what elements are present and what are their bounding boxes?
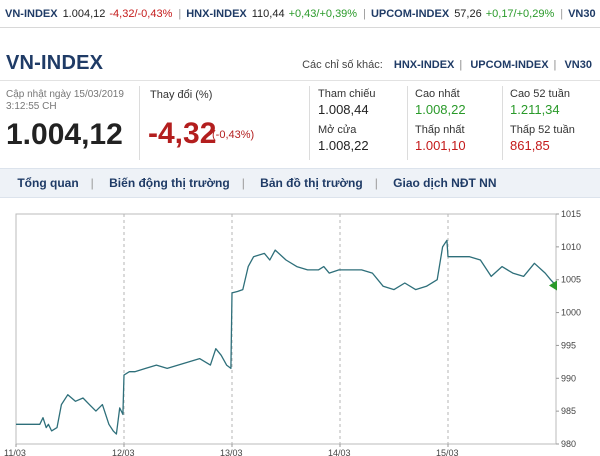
link-hnx-index[interactable]: HNX-INDEX [393,59,455,71]
stat-label: Thấp 52 tuần [510,124,575,136]
separator: | [374,176,378,190]
stat-low: Thấp nhất 1.001,10 [415,124,466,153]
stat-high: Cao nhất 1.008,22 [415,88,466,117]
stat-label: Tham chiếu [318,88,376,100]
link-upcom-index[interactable]: UPCOM-INDEX [470,59,549,71]
index-chart: 980 985 990 995 1000 1005 1010 1015 11/03 12/03 13… [4,209,581,456]
ticker-item[interactable]: VN30927,0 [563,0,600,27]
divider [139,86,140,160]
ticker-item[interactable]: VN-INDEX 1.004,12 -4,32/-0,43% [0,0,173,27]
tab-bar: Tổng quan | Biến động thị trường | Bản đồ … [0,168,600,198]
link-vn30[interactable]: VN30 [564,59,592,71]
change-percent: (-0,43%) [212,129,255,141]
x-tick-label: 12/03 [112,448,135,456]
y-tick-label: 1010 [561,242,581,252]
ticker-symbol: VN-INDEX [5,8,58,20]
stat-value: 1.211,34 [510,102,560,117]
stat-open: Mở cửa 1.008,22 [318,124,369,153]
page-title: VN-INDEX [6,52,104,74]
updated-clock: 3:12:55 CH [6,101,57,112]
tab-market-movement[interactable]: Biến động thị trường [109,176,230,190]
current-value-marker [549,280,557,291]
ticker-symbol: VN30 [568,8,596,20]
divider [309,86,310,160]
y-tick-label: 980 [561,439,576,449]
stat-label: Thấp nhất [415,124,465,136]
other-indices-label: Các chỉ số khác: [302,59,383,71]
x-tick-label: 15/03 [436,448,459,456]
ticker-item[interactable]: HNX-INDEX 110,44 +0,43/+0,39% [181,0,358,27]
stat-value: 1.008,44 [318,102,369,117]
divider [407,86,408,160]
ticker-change: +0,17/+0,29% [485,8,555,20]
ticker-item[interactable]: UPCOM-INDEX 57,26 +0,17/+0,29% [366,0,555,27]
y-tick-label: 1000 [561,308,581,318]
y-tick-label: 985 [561,406,576,416]
stat-value: 861,85 [510,138,550,153]
updated-date: Cập nhật ngày 15/03/2019 [6,89,124,100]
stat-label: Cao nhất [415,88,460,100]
ticker-symbol: UPCOM-INDEX [370,8,450,20]
other-indices: Các chỉ số khác: HNX-INDEX | UPCOM-INDEX |… [302,59,592,71]
stat-value: 1.008,22 [318,138,369,153]
ticker-change: -4,32/-0,43% [109,8,173,20]
plot-frame [15,213,557,445]
separator: | [363,8,366,20]
stat-label: Cao 52 tuần [510,88,570,100]
ticker-value: 110,44 [251,8,285,20]
y-tick-label: 995 [561,340,576,350]
separator: | [178,8,182,20]
tab-foreign-trading[interactable]: Giao dịch NĐT NN [393,176,497,190]
separator: | [90,176,94,190]
stat-value: 1.008,22 [415,102,466,117]
divider [502,86,503,160]
separator: | [459,59,463,71]
tab-overview[interactable]: Tổng quan [17,176,79,190]
ticker-value: 57,26 [454,8,482,20]
updated-time: Cập nhật ngày 15/03/2019 3:12:55 CH [6,89,124,113]
separator: | [560,8,564,20]
series-line [16,239,557,435]
separator: | [553,59,557,71]
y-tick-label: 990 [561,373,576,383]
divider [0,80,600,81]
x-tick-label: 13/03 [220,448,243,456]
stat-value: 1.001,10 [415,138,466,153]
change-value: -4,32 [148,117,217,150]
x-tick-label: 11/03 [4,448,26,456]
stat-label: Mở cửa [318,124,357,136]
ticker-strip: VN-INDEX 1.004,12 -4,32/-0,43% | HNX-INDEX 11… [0,0,600,28]
y-tick-label: 1015 [561,209,581,219]
tab-market-map[interactable]: Bản đồ thị trường [260,176,363,190]
ticker-symbol: HNX-INDEX [186,8,247,20]
y-tick-label: 1005 [561,275,581,285]
stat-low-52w: Thấp 52 tuần 861,85 [510,124,575,153]
ticker-value: 1.004,12 [62,8,106,20]
current-price: 1.004,12 [6,118,123,151]
x-tick-label: 14/03 [328,448,351,456]
stat-reference: Tham chiếu 1.008,44 [318,88,375,117]
separator: | [241,176,245,190]
ticker-change: +0,43/+0,39% [288,8,358,20]
change-label: Thay đổi (%) [150,89,213,101]
stat-high-52w: Cao 52 tuần 1.211,34 [510,88,570,117]
